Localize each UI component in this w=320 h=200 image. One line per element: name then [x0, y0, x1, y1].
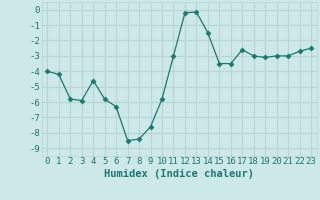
X-axis label: Humidex (Indice chaleur): Humidex (Indice chaleur) — [104, 169, 254, 179]
